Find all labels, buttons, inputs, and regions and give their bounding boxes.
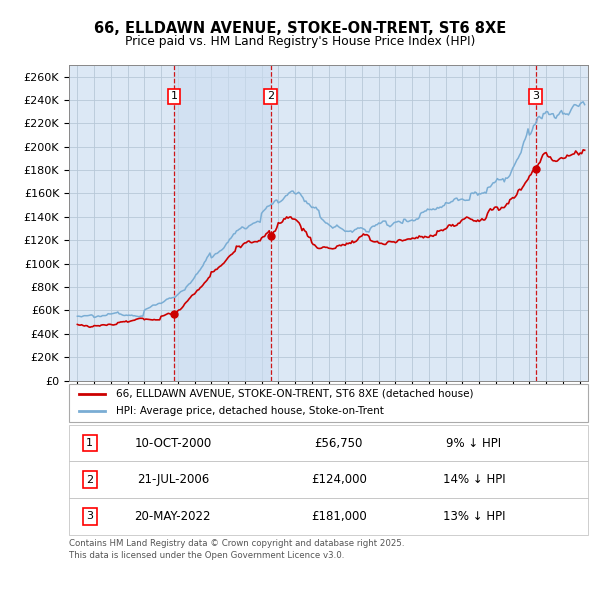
Text: 14% ↓ HPI: 14% ↓ HPI (443, 473, 505, 486)
Text: 13% ↓ HPI: 13% ↓ HPI (443, 510, 505, 523)
Text: £181,000: £181,000 (311, 510, 367, 523)
Text: Price paid vs. HM Land Registry's House Price Index (HPI): Price paid vs. HM Land Registry's House … (125, 35, 475, 48)
Text: 3: 3 (532, 91, 539, 101)
Text: 2: 2 (86, 475, 94, 484)
Text: 3: 3 (86, 512, 93, 521)
Text: 10-OCT-2000: 10-OCT-2000 (134, 437, 211, 450)
Text: 1: 1 (86, 438, 93, 448)
Text: 66, ELLDAWN AVENUE, STOKE-ON-TRENT, ST6 8XE: 66, ELLDAWN AVENUE, STOKE-ON-TRENT, ST6 … (94, 21, 506, 35)
Text: 20-MAY-2022: 20-MAY-2022 (134, 510, 211, 523)
Text: £124,000: £124,000 (311, 473, 367, 486)
Bar (174, 65, 271, 381)
Text: 2: 2 (267, 91, 274, 101)
Text: Contains HM Land Registry data © Crown copyright and database right 2025.
This d: Contains HM Land Registry data © Crown c… (69, 539, 404, 560)
Text: HPI: Average price, detached house, Stoke-on-Trent: HPI: Average price, detached house, Stok… (116, 407, 383, 417)
Text: £56,750: £56,750 (314, 437, 363, 450)
Text: 1: 1 (170, 91, 178, 101)
Text: 21-JUL-2006: 21-JUL-2006 (137, 473, 209, 486)
Text: 66, ELLDAWN AVENUE, STOKE-ON-TRENT, ST6 8XE (detached house): 66, ELLDAWN AVENUE, STOKE-ON-TRENT, ST6 … (116, 389, 473, 399)
Text: 9% ↓ HPI: 9% ↓ HPI (446, 437, 502, 450)
